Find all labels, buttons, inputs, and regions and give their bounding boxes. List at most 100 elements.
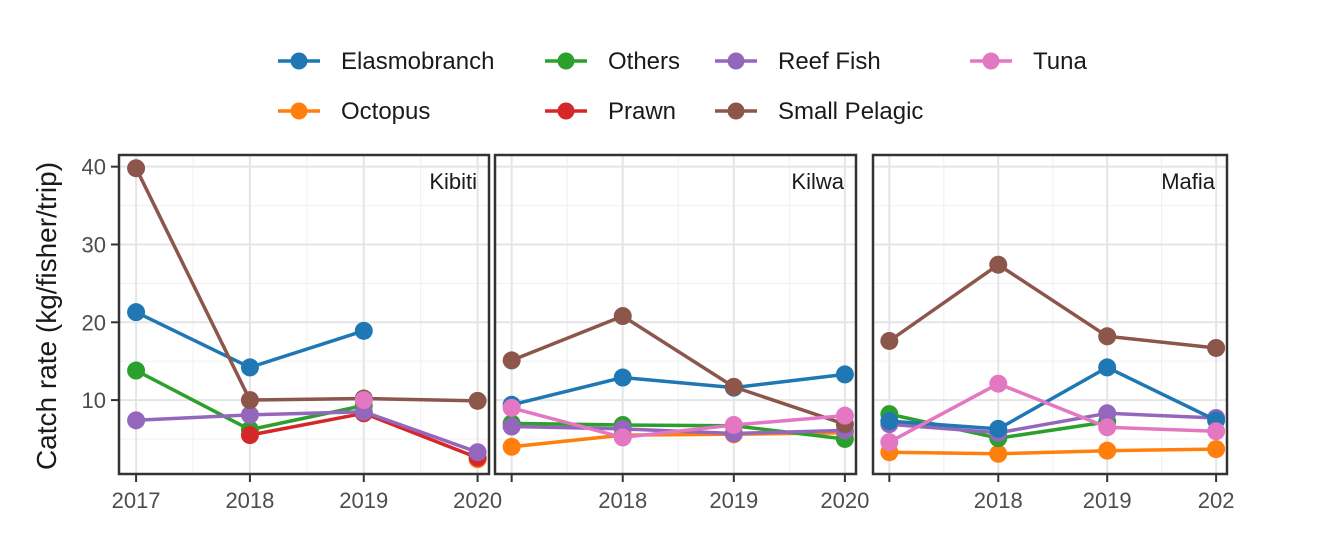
legend-item-small-pelagic: Small Pelagic: [715, 98, 923, 125]
data-point: [502, 351, 521, 370]
series-line: [889, 365, 1217, 431]
legend-label: Others: [608, 48, 680, 75]
data-point: [989, 255, 1008, 274]
data-point: [1098, 327, 1117, 346]
data-point: [613, 307, 632, 326]
series-line: [889, 447, 1217, 456]
series-line: [511, 314, 846, 426]
y-tick-label: 40: [82, 155, 106, 180]
data-point: [989, 419, 1008, 438]
legend-label: Small Pelagic: [778, 98, 923, 125]
panel-title: Kibiti: [429, 169, 477, 194]
data-point: [240, 426, 259, 445]
data-point: [127, 411, 146, 430]
data-point: [240, 391, 259, 410]
y-tick-label: 30: [82, 232, 106, 257]
legend-key-point: [290, 52, 308, 70]
legend-label: Reef Fish: [778, 48, 881, 75]
data-point: [1207, 422, 1226, 441]
legend-key-point: [290, 102, 308, 120]
x-tick-label: 2018: [225, 488, 274, 513]
data-point: [724, 415, 743, 434]
chart-panels: Kibiti 2017 2018 2019 2020 10 20 30 40 Kilwa 2018 2…: [82, 153, 1235, 513]
legend-label: Elasmobranch: [341, 48, 494, 75]
series-tuna: [502, 398, 854, 447]
x-tick-label: 2020: [820, 488, 869, 513]
data-point: [835, 406, 854, 425]
series-small-pelagic: [880, 255, 1226, 357]
legend-item-prawn: Prawn: [545, 98, 676, 125]
data-point: [1098, 441, 1117, 460]
series-layer: [880, 255, 1226, 463]
legend-label: Octopus: [341, 98, 430, 125]
series-layer: [502, 307, 854, 456]
series-elasmobranch: [127, 303, 373, 377]
x-tick-label: 2018: [974, 488, 1023, 513]
data-point: [1098, 404, 1117, 423]
data-point: [989, 374, 1008, 393]
panel-border: [117, 153, 491, 476]
data-point: [468, 391, 487, 410]
data-point: [468, 443, 487, 462]
data-point: [880, 412, 899, 431]
data-point: [502, 398, 521, 417]
series-line: [888, 381, 1217, 444]
data-point: [240, 358, 259, 377]
data-point: [1207, 440, 1226, 459]
legend-key-point: [557, 52, 575, 70]
series-reef-fish: [127, 402, 487, 462]
legend: Elasmobranch Octopus Others Prawn Reef Fish S…: [278, 48, 1087, 125]
series-line: [888, 262, 1217, 350]
panel-title: Mafia: [1161, 169, 1216, 194]
x-tick-label: 2018: [598, 488, 647, 513]
panel-border: [493, 153, 858, 476]
series-line: [134, 167, 478, 403]
x-tick-label: 2020: [453, 488, 502, 513]
panel-kilwa: Kilwa 2018 2019 2020: [493, 153, 869, 513]
y-tick-label: 20: [82, 310, 106, 335]
panel-background: [119, 155, 489, 474]
legend-item-octopus: Octopus: [278, 98, 430, 125]
data-point: [127, 303, 146, 322]
legend-item-reef-fish: Reef Fish: [715, 48, 881, 75]
series-line: [889, 411, 1217, 435]
data-point: [613, 428, 632, 447]
x-tick-label: 2019: [1083, 488, 1132, 513]
legend-label: Prawn: [608, 98, 676, 125]
data-point: [835, 365, 854, 384]
data-point: [502, 417, 521, 436]
series-line: [511, 406, 846, 440]
y-axis-title: Catch rate (kg/fisher/trip): [31, 162, 62, 470]
legend-key-point: [727, 52, 745, 70]
data-point: [1098, 418, 1117, 437]
legend-item-elasmobranch: Elasmobranch: [278, 48, 494, 75]
data-point: [127, 159, 146, 178]
data-point: [1207, 338, 1226, 357]
legend-key-point: [727, 102, 745, 120]
legend-key-point: [982, 52, 1000, 70]
data-point: [502, 437, 521, 456]
data-point: [127, 361, 146, 380]
panel-title: Kilwa: [791, 169, 844, 194]
panel-mafia: Mafia 2018 2019 202: [871, 153, 1235, 513]
panel-border: [871, 153, 1229, 476]
x-tick-label: 2017: [112, 488, 161, 513]
legend-key-point: [557, 102, 575, 120]
legend-item-others: Others: [545, 48, 680, 75]
x-tick-label: 2019: [339, 488, 388, 513]
series-tuna: [354, 391, 373, 410]
panel-kibiti: Kibiti 2017 2018 2019 2020 10 20 30 40: [82, 153, 502, 513]
data-point: [880, 331, 899, 350]
series-line: [136, 410, 479, 454]
series-tuna: [880, 374, 1226, 452]
data-point: [724, 377, 743, 396]
data-point: [354, 321, 373, 340]
x-tick-label: 202: [1198, 488, 1235, 513]
data-point: [989, 444, 1008, 463]
legend-label: Tuna: [1033, 48, 1087, 75]
legend-item-tuna: Tuna: [970, 48, 1087, 75]
data-point: [1098, 358, 1117, 377]
data-point: [240, 405, 259, 424]
data-point: [880, 433, 899, 452]
